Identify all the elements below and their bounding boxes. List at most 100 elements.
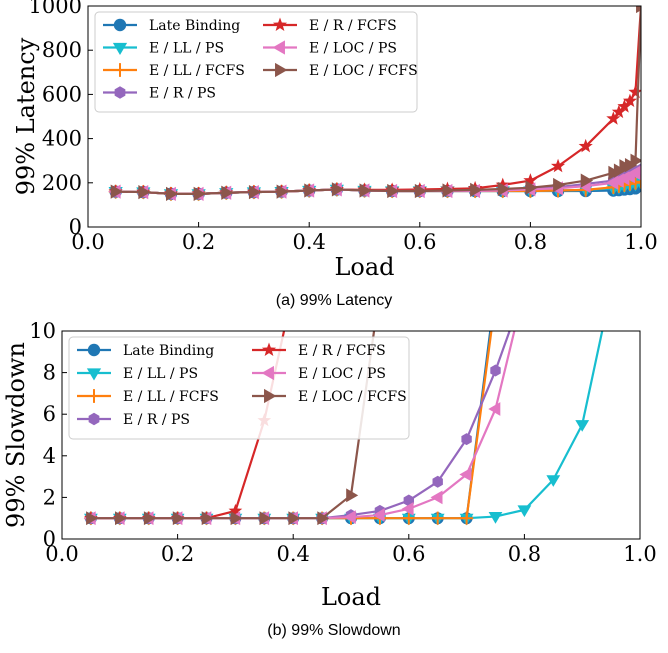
data-point bbox=[288, 511, 301, 526]
x-tick-label: 0.6 bbox=[403, 230, 436, 254]
legend-marker bbox=[113, 18, 127, 32]
series-e-loc-fcfs bbox=[86, 331, 376, 526]
legend-item: E / R / PS bbox=[77, 412, 190, 428]
data-point bbox=[110, 184, 124, 199]
legend-marker bbox=[86, 368, 102, 381]
y-tick-label: 1000 bbox=[29, 0, 82, 18]
y-tick-label: 6 bbox=[43, 402, 56, 426]
y-tick-label: 4 bbox=[43, 444, 56, 468]
y-axis-label: 99% Slowdown bbox=[2, 342, 30, 528]
legend-marker bbox=[272, 17, 288, 32]
data-point bbox=[86, 511, 99, 526]
legend-marker bbox=[275, 62, 288, 78]
legend-item: Late Binding bbox=[103, 18, 240, 34]
legend-marker bbox=[87, 389, 101, 403]
data-point bbox=[304, 183, 317, 198]
y-tick-label: 0 bbox=[43, 527, 56, 551]
data-point bbox=[460, 511, 474, 525]
x-tick-label: 0.2 bbox=[161, 542, 194, 566]
legend-marker bbox=[87, 343, 101, 357]
data-point bbox=[331, 182, 345, 197]
y-tick-label: 8 bbox=[43, 361, 56, 385]
data-point bbox=[414, 183, 428, 199]
y-tick-label: 2 bbox=[43, 485, 56, 509]
legend-item: E / LL / PS bbox=[77, 366, 198, 382]
chart-caption: (a) 99% Latency bbox=[276, 292, 393, 309]
series-e-loc-fcfs bbox=[110, 6, 641, 201]
axes-frame bbox=[61, 330, 641, 540]
series-e-loc-ps bbox=[108, 165, 641, 201]
data-point bbox=[432, 475, 443, 488]
data-point bbox=[387, 183, 400, 199]
data-point bbox=[617, 99, 632, 113]
legend-marker bbox=[261, 365, 274, 381]
data-point bbox=[470, 182, 483, 198]
legend-label: E / R / FCFS bbox=[309, 18, 397, 34]
legend: Late Binding E / LL / PS E / LL / FCFS E / … bbox=[94, 11, 418, 113]
legend-label: Late Binding bbox=[149, 18, 240, 34]
legend-item: Late Binding bbox=[77, 343, 214, 359]
data-point bbox=[402, 511, 416, 525]
y-tick-label: 800 bbox=[42, 38, 82, 62]
data-point bbox=[517, 283, 529, 297]
data-point bbox=[228, 503, 243, 517]
y-tick-label: 200 bbox=[42, 171, 82, 195]
legend-label: E / LL / PS bbox=[123, 366, 198, 382]
data-point bbox=[622, 93, 638, 108]
data-point bbox=[495, 177, 510, 192]
data-point bbox=[523, 173, 538, 187]
data-point bbox=[201, 511, 214, 526]
legend-label: E / LL / FCFS bbox=[149, 63, 245, 79]
x-tick-label: 0.8 bbox=[514, 230, 547, 254]
data-point bbox=[459, 467, 472, 482]
data-point bbox=[138, 184, 151, 200]
y-axis-label: 99% Latency bbox=[12, 37, 40, 195]
data-point bbox=[461, 433, 472, 446]
legend-marker bbox=[114, 86, 126, 99]
chart-slowdown: 0.0 0.2 0.4 0.6 0.8 1.0 0 2 4 6 8 10 Load 99% Slowdow… bbox=[2, 283, 657, 639]
data-point bbox=[490, 283, 502, 295]
y-tick-label: 0 bbox=[69, 215, 82, 239]
x-axis-label: Load bbox=[334, 253, 394, 281]
data-point bbox=[317, 511, 330, 526]
data-point bbox=[488, 402, 501, 416]
data-point bbox=[633, 166, 641, 175]
legend-item: E / LOC / FCFS bbox=[263, 62, 418, 79]
legend-marker bbox=[264, 388, 277, 404]
data-point bbox=[578, 138, 593, 153]
y-tick-label: 600 bbox=[42, 82, 82, 106]
x-tick-label: 0.2 bbox=[182, 230, 215, 254]
data-point bbox=[604, 285, 618, 297]
axes-frame bbox=[87, 5, 642, 228]
legend-label: E / R / PS bbox=[149, 86, 216, 102]
data-point bbox=[611, 104, 626, 119]
legend-label: E / R / PS bbox=[123, 412, 190, 428]
data-point bbox=[634, 174, 641, 189]
legend-label: E / LOC / FCFS bbox=[309, 63, 418, 79]
x-tick-label: 0.6 bbox=[392, 542, 425, 566]
data-point bbox=[401, 501, 414, 516]
x-tick-label: 0.8 bbox=[508, 542, 541, 566]
y-tick-label: 10 bbox=[29, 319, 56, 343]
data-point bbox=[636, 6, 641, 14]
data-point bbox=[546, 475, 561, 487]
data-point bbox=[430, 490, 443, 505]
data-point bbox=[553, 177, 566, 193]
data-point bbox=[259, 511, 272, 526]
legend-item: E / R / PS bbox=[103, 86, 216, 102]
legend-marker bbox=[88, 412, 100, 426]
chart-latency: 0.0 0.2 0.4 0.6 0.8 1.0 0 200 400 600 800 1000 Load 9… bbox=[12, 0, 658, 309]
data-point bbox=[517, 505, 532, 518]
data-point bbox=[488, 512, 503, 524]
legend-marker bbox=[113, 63, 127, 77]
data-point bbox=[519, 283, 529, 295]
data-point bbox=[630, 153, 641, 168]
data-point bbox=[193, 186, 207, 201]
legend-marker bbox=[112, 42, 128, 55]
plot-area bbox=[108, 6, 641, 202]
legend-label: E / LOC / FCFS bbox=[298, 389, 407, 405]
legend-label: Late Binding bbox=[123, 343, 214, 359]
data-point bbox=[575, 420, 590, 432]
legend-item: E / R / FCFS bbox=[263, 17, 397, 34]
